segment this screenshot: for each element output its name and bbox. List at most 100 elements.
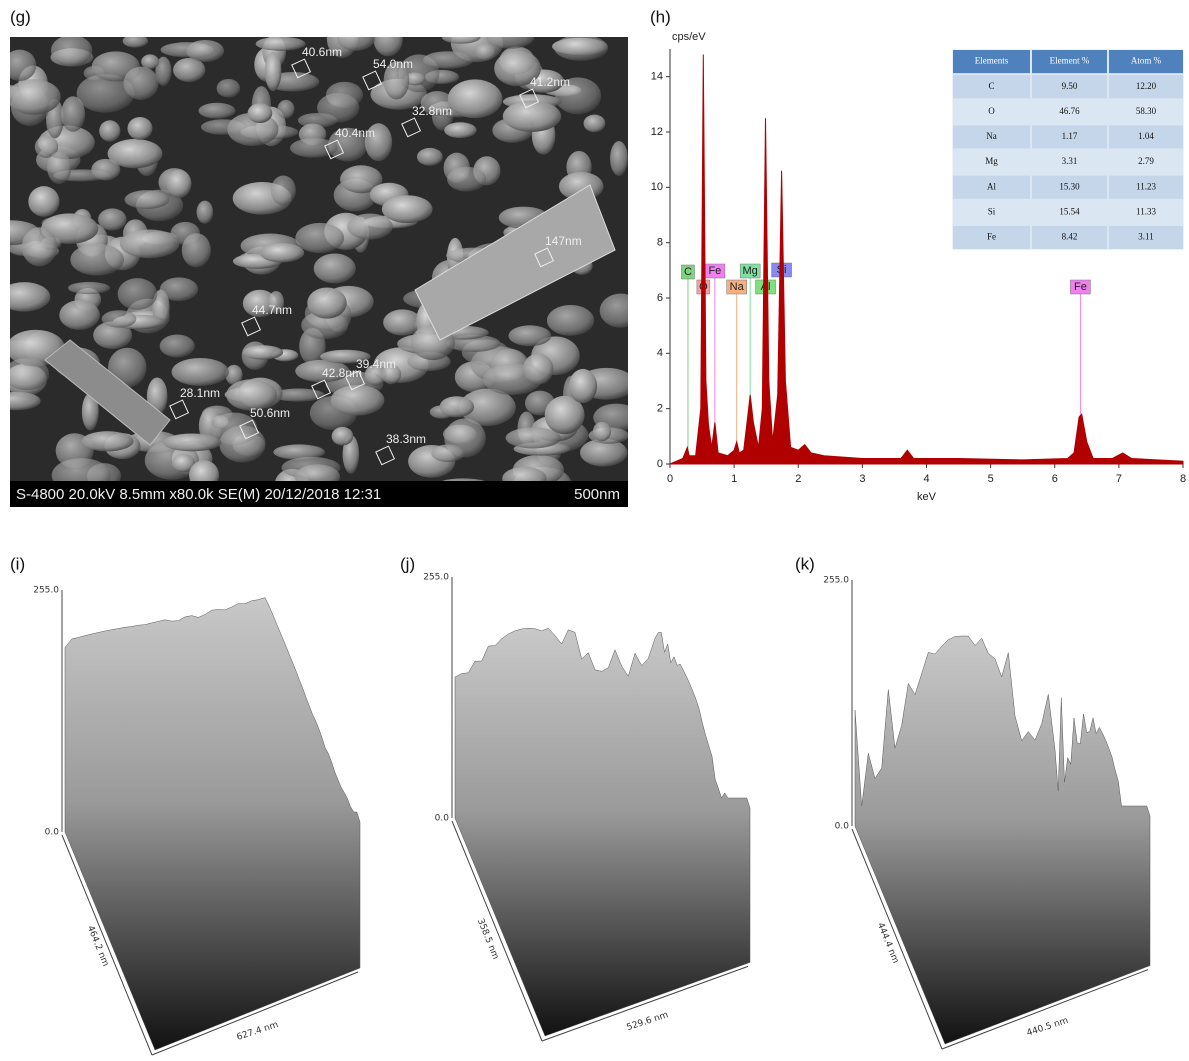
x-tick-label: 2 [795,473,801,485]
sem-annotation: 32.8nm [412,104,452,118]
sem-particle [260,243,304,262]
sem-particle [444,122,476,138]
sem-annotation: 42.8nm [322,366,362,380]
sem-particle [70,244,124,276]
x-axis-label: keV [917,491,937,503]
y-axis-label: cps/eV [672,31,706,43]
sem-particle [248,103,273,123]
sem-annotation: 147nm [545,234,582,248]
y-tick-label: 4 [657,347,663,359]
depth-label: 444.4 nm [875,921,900,965]
z-min-label: 0.0 [835,822,850,832]
sem-particle [118,278,158,310]
x-tick-label: 7 [1116,473,1122,485]
table-header: Atom % [1131,56,1162,66]
sem-particle [243,345,283,359]
sem-particle [423,51,473,69]
element-label: Mg [743,265,758,277]
sem-annotation: 28.1nm [180,386,220,400]
element-label: Fe [708,265,721,277]
sem-particle [59,300,100,330]
sem-particle [374,23,403,56]
sem-particle [123,67,158,100]
sem-annotation: 44.7nm [252,303,292,317]
sem-particle [99,120,120,141]
element-label: Na [730,281,745,293]
sem-particle [186,40,224,62]
sem-particle [4,358,49,390]
sem-particle [337,25,376,51]
sem-particle [127,117,152,140]
sem-particle [197,201,214,224]
sem-particle [506,427,561,448]
sem-particle [68,282,110,294]
table-cell-text: 11.33 [1136,206,1156,216]
width-label: 440.5 nm [1026,1016,1070,1039]
sem-particle [332,427,354,446]
table-cell-text: 1.04 [1138,131,1154,141]
sem-particle [102,310,137,327]
sem-particle [610,141,628,176]
sem-annotation: 40.4nm [335,126,375,140]
sem-particle [172,358,229,386]
panel-label: (h) [650,7,671,26]
sem-particle [51,35,92,66]
sem-particle [442,30,481,43]
x-tick-label: 4 [923,473,929,485]
sem-particle [508,325,551,346]
width-label: 627.4 nm [236,1020,280,1043]
sem-particle [7,79,61,115]
sem-annotation: 54.0nm [373,57,413,71]
table-header: Element % [1050,56,1090,66]
sem-annotation: 50.6nm [250,406,290,420]
table-cell-text: Mg [985,156,998,166]
panel-label: (g) [10,7,31,26]
x-tick-label: 6 [1052,473,1058,485]
y-tick-label: 10 [651,181,663,193]
x-tick-label: 8 [1180,473,1186,485]
table-cell-text: O [988,106,995,116]
sem-particle [431,445,464,463]
sem-particle [61,96,85,131]
sem-particle [448,79,503,118]
sem-particle [28,186,59,217]
z-min-label: 0.0 [435,814,450,824]
sem-particle [314,253,356,283]
sem-particle [547,305,594,336]
sem-particle [486,26,534,49]
sem-particle [123,35,148,48]
x-tick-label: 5 [988,473,994,485]
panel-label: (i) [10,554,25,573]
sem-particle [163,433,221,451]
sem-particle [217,79,241,98]
sem-particle [331,385,385,416]
sem-particle [3,50,36,81]
sem-particle [447,167,486,192]
sem-particle [290,138,338,158]
sem-particle [475,44,496,61]
table-cell-text: 8.42 [1062,232,1078,242]
sem-particle [166,170,191,199]
sem-particle [584,115,606,133]
depth-label: 358.5 nm [475,917,500,961]
panel-label: (k) [795,554,815,573]
sem-particle [307,287,347,318]
y-tick-label: 2 [657,403,663,415]
surface-plot [455,628,750,1036]
table-cell-text: 1.17 [1062,131,1078,141]
table-header: Elements [975,56,1009,66]
z-max-label: 255.0 [33,586,59,596]
element-label: Fe [1074,281,1087,293]
table-cell-text: Si [988,206,996,216]
sem-particle [593,422,611,442]
sem-particle [600,294,642,328]
table-cell-text: Fe [987,232,996,242]
table-cell-text: 46.76 [1059,106,1080,116]
y-tick-label: 8 [657,237,663,249]
x-tick-label: 0 [667,473,673,485]
sem-annotation: 38.3nm [386,432,426,446]
surface-plot [65,598,360,1050]
sem-particle [569,369,597,403]
sem-annotation: 40.6nm [302,45,342,59]
x-tick-label: 1 [731,473,737,485]
